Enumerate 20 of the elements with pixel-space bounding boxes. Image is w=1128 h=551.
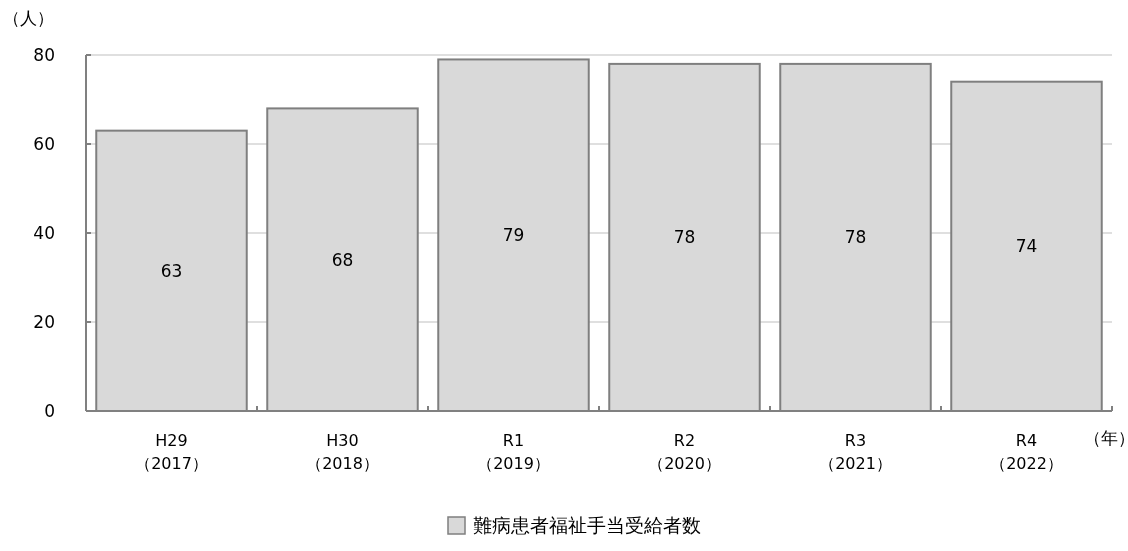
x-tick-label: R2 （2020） bbox=[648, 431, 721, 474]
x-tick-label: R1 （2019） bbox=[477, 431, 550, 474]
x-tick-label: H30 （2018） bbox=[306, 431, 379, 474]
x-axis-title: （年） bbox=[1084, 428, 1128, 448]
x-tick-label: H29 （2017） bbox=[135, 431, 208, 474]
data-label: 74 bbox=[1015, 236, 1038, 257]
data-label: 68 bbox=[331, 249, 354, 270]
y-tick-label: 40 bbox=[33, 223, 55, 243]
x-tick-label: R3 （2021） bbox=[819, 431, 892, 474]
y-tick-label: 60 bbox=[33, 134, 55, 154]
x-tick-label: R4 （2022） bbox=[990, 431, 1063, 474]
data-label: 78 bbox=[844, 227, 867, 248]
y-tick-label: 80 bbox=[33, 45, 55, 65]
legend-label: 難病患者福祉手当受給者数 bbox=[473, 514, 701, 536]
data-label: 63 bbox=[160, 260, 183, 281]
data-label: 78 bbox=[673, 227, 696, 248]
y-tick-label: 0 bbox=[44, 401, 55, 421]
data-label: 79 bbox=[502, 225, 525, 246]
y-tick-label: 20 bbox=[33, 312, 55, 332]
y-axis-title: （人） bbox=[3, 8, 54, 28]
